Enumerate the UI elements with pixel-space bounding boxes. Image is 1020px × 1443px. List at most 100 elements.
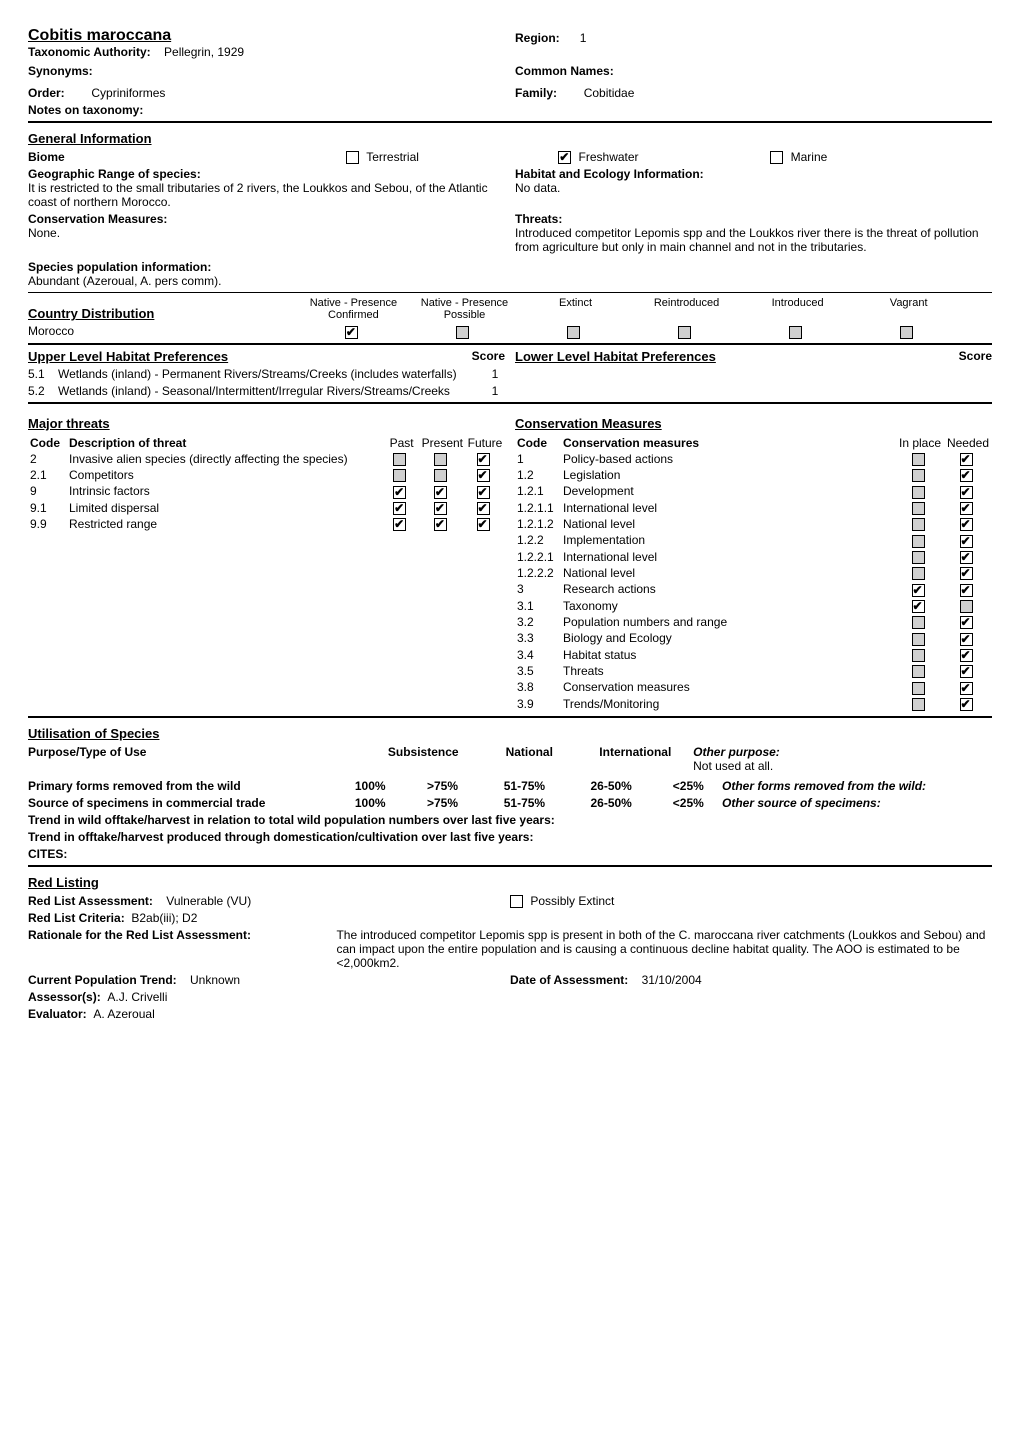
species-pop-text: Abundant (Azeroual, A. pers comm). [28, 274, 221, 288]
threat-present-checkbox[interactable] [434, 469, 447, 482]
p75-1: >75% [404, 779, 481, 793]
major-threats-heading: Major threats [28, 416, 505, 431]
cons-inplace-checkbox[interactable] [912, 535, 925, 548]
international-label: International [577, 745, 693, 773]
cons-row: 3.2 Population numbers and range [515, 614, 992, 630]
cons-inplace-checkbox[interactable] [912, 616, 925, 629]
cons-inplace-checkbox[interactable] [912, 567, 925, 580]
cons-needed-checkbox[interactable] [960, 616, 973, 629]
cons-code: 3.9 [515, 696, 561, 712]
marine-checkbox[interactable] [770, 151, 783, 164]
cons-inplace-checkbox[interactable] [912, 600, 925, 613]
country-dist-column-header: Vagrant [853, 297, 964, 321]
cons-needed-checkbox[interactable] [960, 600, 973, 613]
threat-code: 9.1 [28, 500, 67, 516]
cons-needed-checkbox[interactable] [960, 469, 973, 482]
threat-past-checkbox[interactable] [393, 518, 406, 531]
threat-present-checkbox[interactable] [434, 453, 447, 466]
score-label-lower: Score [959, 349, 992, 364]
threat-desc: Intrinsic factors [67, 483, 384, 499]
cons-needed-checkbox[interactable] [960, 682, 973, 695]
cons-row: 1.2.1.1 International level [515, 500, 992, 516]
threat-past-checkbox[interactable] [393, 502, 406, 515]
score-label-upper: Score [472, 349, 505, 364]
country-dist-checkbox[interactable] [456, 326, 469, 339]
threat-past-checkbox[interactable] [393, 486, 406, 499]
cons-inplace-checkbox[interactable] [912, 469, 925, 482]
habitat-text: Wetlands (inland) - Seasonal/Intermitten… [58, 384, 480, 398]
cons-inplace-checkbox[interactable] [912, 551, 925, 564]
cons-code: 1.2.1.1 [515, 500, 561, 516]
cons-code: 1.2.2.1 [515, 549, 561, 565]
threat-desc-header: Description of threat [67, 435, 384, 451]
cons-row: 1.2.1 Development [515, 483, 992, 499]
cons-inplace-checkbox[interactable] [912, 633, 925, 646]
country-dist-heading: Country Distribution [28, 306, 298, 321]
country-dist-column-header: Reintroduced [631, 297, 742, 321]
cons-needed-checkbox[interactable] [960, 567, 973, 580]
threat-present-checkbox[interactable] [434, 486, 447, 499]
threat-future-checkbox[interactable] [477, 502, 490, 515]
cons-code: 1 [515, 451, 561, 467]
threat-past-checkbox[interactable] [393, 469, 406, 482]
cons-needed-checkbox[interactable] [960, 518, 973, 531]
threat-future-checkbox[interactable] [477, 469, 490, 482]
possibly-extinct-checkbox[interactable] [510, 895, 523, 908]
taxonomic-authority-label: Taxonomic Authority: [28, 45, 151, 59]
cons-inplace-checkbox[interactable] [912, 486, 925, 499]
country-dist-checkbox[interactable] [789, 326, 802, 339]
trend-domestic-label: Trend in offtake/harvest produced throug… [28, 830, 992, 844]
synonyms-label: Synonyms: [28, 64, 93, 78]
threat-code: 2 [28, 451, 67, 467]
threat-future-checkbox[interactable] [477, 518, 490, 531]
terrestrial-checkbox[interactable] [346, 151, 359, 164]
conservation-measures-text: None. [28, 226, 505, 240]
cons-inplace-checkbox[interactable] [912, 698, 925, 711]
threat-present-checkbox[interactable] [434, 502, 447, 515]
cons-inplace-checkbox[interactable] [912, 502, 925, 515]
country-dist-checkbox[interactable] [345, 326, 358, 339]
cons-needed-checkbox[interactable] [960, 698, 973, 711]
threat-future-checkbox[interactable] [477, 486, 490, 499]
other-purpose-label: Other purpose: [693, 745, 780, 759]
source-specimens-label: Source of specimens in commercial trade [28, 796, 336, 810]
cons-needed-checkbox[interactable] [960, 551, 973, 564]
country-dist-column-header: Native - Presence Confirmed [298, 297, 409, 321]
cons-desc: National level [561, 565, 896, 581]
cons-needed-checkbox[interactable] [960, 665, 973, 678]
threat-present-checkbox[interactable] [434, 518, 447, 531]
cons-inplace-checkbox[interactable] [912, 682, 925, 695]
freshwater-checkbox[interactable] [558, 151, 571, 164]
cons-inplace-checkbox[interactable] [912, 584, 925, 597]
cons-row: 1.2 Legislation [515, 467, 992, 483]
threat-past-checkbox[interactable] [393, 453, 406, 466]
cons-code: 3.1 [515, 598, 561, 614]
cons-inplace-checkbox[interactable] [912, 453, 925, 466]
conservation-measures-label: Conservation Measures: [28, 212, 505, 226]
assessment-label: Red List Assessment: [28, 894, 153, 908]
species-name: Cobitis maroccana [28, 27, 505, 45]
cons-code: 1.2.2.2 [515, 565, 561, 581]
country-dist-checkbox[interactable] [678, 326, 691, 339]
cons-inplace-checkbox[interactable] [912, 665, 925, 678]
cons-needed-checkbox[interactable] [960, 584, 973, 597]
cons-inplace-checkbox[interactable] [912, 518, 925, 531]
cons-needed-checkbox[interactable] [960, 502, 973, 515]
cons-needed-checkbox[interactable] [960, 453, 973, 466]
cons-needed-header: Needed [944, 435, 992, 451]
p75-2: >75% [404, 796, 481, 810]
possibly-extinct-label: Possibly Extinct [530, 894, 614, 908]
country-dist-checkbox[interactable] [900, 326, 913, 339]
cons-inplace-checkbox[interactable] [912, 649, 925, 662]
cons-desc: Trends/Monitoring [561, 696, 896, 712]
threat-future-checkbox[interactable] [477, 453, 490, 466]
redlist-heading: Red Listing [28, 875, 992, 890]
geo-range-text: It is restricted to the small tributarie… [28, 181, 505, 209]
cons-needed-checkbox[interactable] [960, 633, 973, 646]
threat-present-header: Present [420, 435, 465, 451]
cons-needed-checkbox[interactable] [960, 649, 973, 662]
cons-needed-checkbox[interactable] [960, 486, 973, 499]
cons-row: 3.8 Conservation measures [515, 679, 992, 695]
cons-needed-checkbox[interactable] [960, 535, 973, 548]
country-dist-checkbox[interactable] [567, 326, 580, 339]
